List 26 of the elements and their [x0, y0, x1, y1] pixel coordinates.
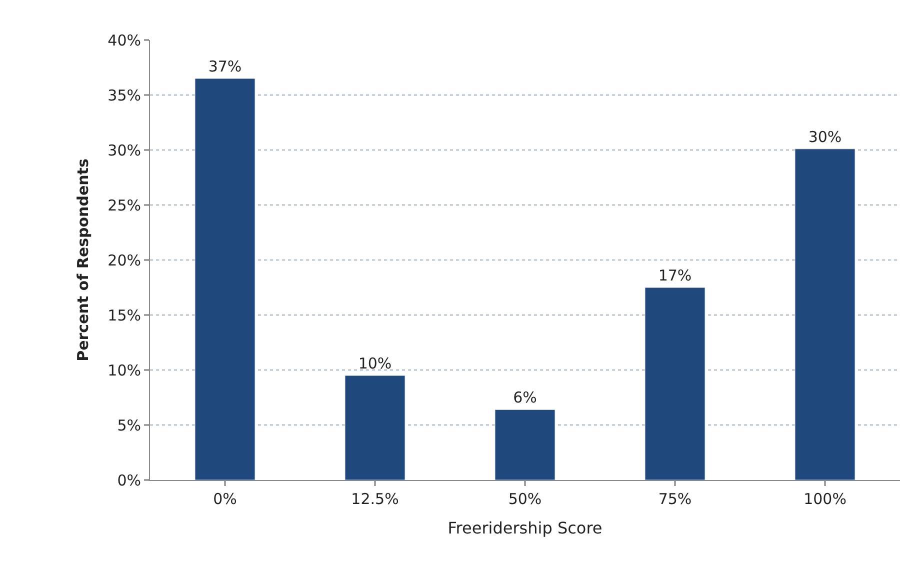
x-tick-label: 75%	[658, 490, 692, 508]
x-tick-label: 12.5%	[351, 490, 399, 508]
bar	[494, 409, 556, 480]
y-tick-label: 10%	[108, 361, 141, 380]
y-tick-label: 35%	[108, 86, 141, 104]
data-label: 30%	[808, 128, 842, 146]
data-label: 6%	[513, 388, 537, 407]
bar	[194, 78, 256, 480]
y-tick-label: 20%	[108, 251, 141, 270]
data-label: 17%	[658, 266, 692, 284]
y-tick-label: 5%	[117, 416, 141, 434]
data-label: 10%	[358, 354, 392, 372]
bar	[794, 148, 856, 480]
bar	[344, 375, 406, 480]
y-tick-label: 30%	[108, 141, 141, 160]
y-tick-label: 40%	[108, 31, 141, 50]
y-tick-label: 15%	[108, 306, 141, 324]
x-tick-label: 50%	[508, 490, 542, 508]
x-tick-label: 100%	[804, 490, 846, 508]
y-tick-label: 0%	[117, 471, 141, 490]
bar	[644, 287, 706, 480]
y-axis-title: Percent of Respondents	[74, 158, 92, 362]
data-label: 37%	[208, 58, 242, 76]
y-tick-label: 25%	[108, 196, 141, 214]
x-axis-title: Freeridership Score	[448, 518, 602, 538]
x-tick-label: 0%	[213, 490, 237, 508]
